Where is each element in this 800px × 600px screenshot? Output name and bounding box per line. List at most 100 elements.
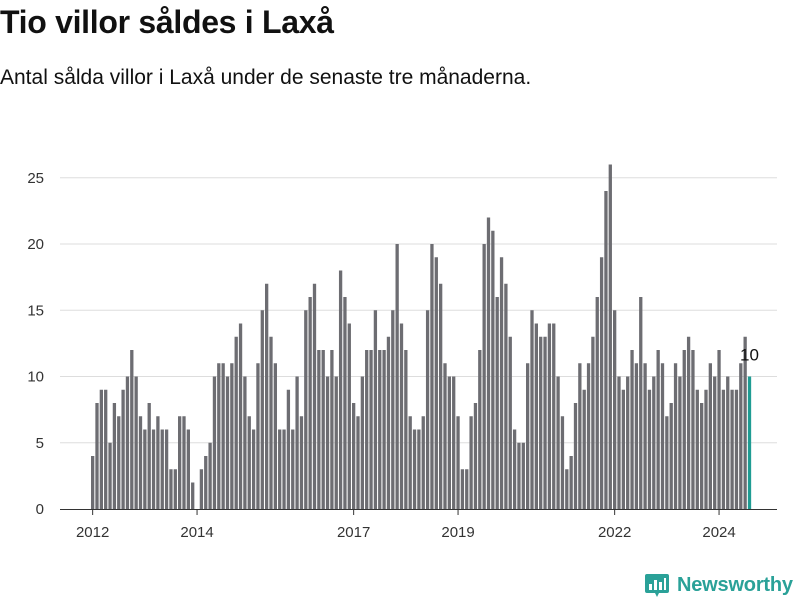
bar [691, 350, 695, 509]
bar [560, 416, 565, 509]
bar [552, 323, 556, 509]
y-tick-label-20: 20 [27, 236, 44, 253]
y-tick-label-25: 25 [27, 170, 44, 187]
bar [508, 336, 512, 509]
bar [199, 469, 204, 509]
bar [299, 416, 304, 509]
bar [495, 297, 499, 509]
x-axis-ticks: 2012 2014 2017 2019 2022 2024 [76, 509, 736, 541]
bar [260, 310, 264, 509]
bar [647, 389, 652, 509]
bar [695, 389, 699, 509]
y-tick-label-5: 5 [36, 435, 44, 452]
bar [569, 456, 573, 509]
bar [286, 389, 291, 509]
gridlines [60, 177, 777, 444]
bar [678, 376, 682, 509]
bar [365, 350, 369, 509]
bar [700, 403, 704, 509]
bar [686, 336, 691, 509]
bar-latest [747, 376, 752, 509]
bar [621, 389, 625, 509]
bar [121, 389, 125, 509]
bar [473, 403, 478, 509]
bar [521, 442, 525, 509]
bar [734, 389, 739, 509]
x-tick-label-2019: 2019 [441, 524, 474, 541]
bar [469, 416, 473, 509]
bar [338, 270, 343, 509]
bar [743, 336, 747, 509]
bar [125, 376, 130, 509]
bar [395, 244, 399, 509]
bar [112, 403, 117, 509]
bar [486, 217, 491, 509]
y-tick-label-15: 15 [27, 302, 44, 319]
bar [295, 376, 299, 509]
brand-logo[interactable]: Newsworthy [644, 570, 793, 600]
bar [147, 403, 151, 509]
bar [221, 363, 225, 509]
bar [243, 376, 247, 509]
bar [713, 376, 717, 509]
bar [669, 403, 673, 509]
bar [482, 244, 486, 509]
bar [404, 350, 408, 509]
bar [212, 376, 217, 509]
bar [565, 469, 569, 509]
x-tick-label-2022: 2022 [598, 524, 631, 541]
bar [356, 416, 360, 509]
bar [586, 363, 591, 509]
bar [425, 310, 430, 509]
x-tick-label-2017: 2017 [337, 524, 370, 541]
bar [665, 416, 669, 509]
brand-name: Newsworthy [677, 573, 793, 596]
bar [604, 191, 608, 509]
bar [217, 363, 221, 509]
bar [330, 350, 334, 509]
bar [182, 416, 186, 509]
bar [430, 244, 434, 509]
bar [599, 257, 604, 509]
bar [256, 363, 260, 509]
bar [343, 297, 347, 509]
bar [630, 350, 634, 509]
bar [352, 403, 356, 509]
bar [730, 389, 734, 509]
bar [269, 336, 273, 509]
chart-subtitle: Antal sålda villor i Laxå under de senas… [0, 66, 532, 89]
bar [225, 376, 230, 509]
bar [504, 283, 508, 509]
bar [530, 310, 534, 509]
bar [578, 363, 582, 509]
bar [613, 310, 617, 509]
bar [452, 376, 456, 509]
x-tick-label-2014: 2014 [180, 524, 213, 541]
bar [230, 363, 234, 509]
bar [278, 429, 282, 509]
bar [539, 336, 543, 509]
bar [652, 376, 656, 509]
bar [608, 164, 612, 509]
annotations: 10 [740, 346, 759, 365]
bar [460, 469, 465, 509]
bar [391, 310, 395, 509]
bar [517, 442, 521, 509]
bar [130, 350, 134, 509]
bar [265, 283, 269, 509]
annotation-latest-value: 10 [740, 346, 759, 365]
bar [643, 363, 647, 509]
bar [421, 416, 425, 509]
x-tick-label-2012: 2012 [76, 524, 109, 541]
bar [378, 350, 382, 509]
bar [617, 376, 621, 509]
bar [108, 442, 112, 509]
bar [526, 363, 530, 509]
newsworthy-logo-icon [645, 574, 669, 597]
bar [238, 323, 243, 509]
bar [164, 429, 169, 509]
bar [247, 416, 251, 509]
bar [673, 363, 678, 509]
bar [360, 376, 364, 509]
bar [591, 336, 595, 509]
